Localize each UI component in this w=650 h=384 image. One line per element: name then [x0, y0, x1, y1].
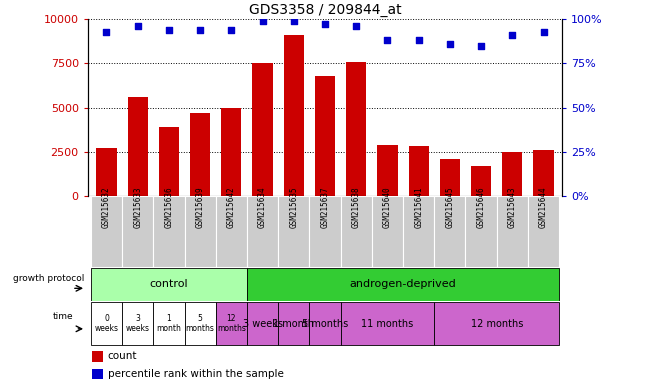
Bar [252, 63, 273, 196]
Point [164, 27, 174, 33]
Bar [439, 159, 460, 196]
Text: 12
months: 12 months [217, 314, 246, 333]
Text: GSM215632: GSM215632 [102, 186, 111, 228]
Bar [528, 196, 559, 267]
Bar [247, 196, 278, 267]
Bar [341, 196, 372, 267]
Bar [283, 35, 304, 196]
Text: GSM215637: GSM215637 [320, 186, 330, 228]
Text: 11 months: 11 months [361, 318, 413, 329]
Bar [216, 196, 247, 267]
Point [382, 37, 393, 43]
Bar [216, 302, 247, 345]
Bar [372, 196, 403, 267]
Text: 0
weeks: 0 weeks [94, 314, 118, 333]
Text: control: control [150, 279, 188, 289]
Text: percentile rank within the sample: percentile rank within the sample [108, 369, 283, 379]
Point [320, 22, 330, 28]
Point [289, 18, 299, 24]
Bar [408, 146, 429, 196]
Text: 1
month: 1 month [157, 314, 181, 333]
Text: GSM215634: GSM215634 [258, 186, 267, 228]
Point [476, 43, 486, 49]
Bar [221, 108, 242, 196]
Text: count: count [108, 351, 137, 361]
Point [507, 32, 517, 38]
Point [538, 28, 549, 35]
Text: GSM215640: GSM215640 [383, 186, 392, 228]
Text: GSM215642: GSM215642 [227, 186, 236, 228]
Title: GDS3358 / 209844_at: GDS3358 / 209844_at [249, 3, 401, 17]
Bar [471, 166, 491, 196]
Bar [278, 302, 309, 345]
Text: 3 weeks: 3 weeks [242, 318, 283, 329]
Text: GSM215639: GSM215639 [196, 186, 205, 228]
Text: GSM215633: GSM215633 [133, 186, 142, 228]
Bar [185, 196, 216, 267]
Bar [309, 196, 341, 267]
Point [351, 23, 361, 29]
Bar [434, 196, 465, 267]
Bar [434, 302, 559, 345]
Bar [91, 196, 122, 267]
Text: GSM215638: GSM215638 [352, 186, 361, 228]
Text: GSM215635: GSM215635 [289, 186, 298, 228]
Point [413, 37, 424, 43]
Text: GSM215645: GSM215645 [445, 186, 454, 228]
Bar [127, 97, 148, 196]
Bar [534, 150, 554, 196]
Bar [278, 196, 309, 267]
Bar [159, 127, 179, 196]
Bar [341, 302, 434, 345]
Point [195, 27, 205, 33]
Text: GSM215643: GSM215643 [508, 186, 517, 228]
Bar [465, 196, 497, 267]
Text: 5
months: 5 months [186, 314, 214, 333]
Bar [96, 148, 116, 196]
Bar [315, 76, 335, 196]
Bar [153, 302, 185, 345]
Text: androgen-deprived: androgen-deprived [350, 279, 456, 289]
Bar [185, 302, 216, 345]
Text: 3
weeks: 3 weeks [125, 314, 150, 333]
Bar [309, 302, 341, 345]
Bar [91, 268, 247, 301]
Bar [247, 268, 559, 301]
Bar [247, 302, 278, 345]
Bar [91, 302, 122, 345]
Text: 1 month: 1 month [273, 318, 315, 329]
Bar [122, 302, 153, 345]
Bar [190, 113, 211, 196]
Bar [377, 145, 398, 196]
Point [226, 27, 237, 33]
Bar [502, 152, 523, 196]
Text: growth protocol: growth protocol [12, 275, 84, 283]
Point [257, 18, 268, 24]
Bar [122, 196, 153, 267]
Text: 12 months: 12 months [471, 318, 523, 329]
Text: 5 months: 5 months [302, 318, 348, 329]
Bar [153, 196, 185, 267]
Point [445, 41, 455, 47]
Bar [497, 196, 528, 267]
Point [101, 28, 112, 35]
Point [133, 23, 143, 29]
Bar [92, 369, 103, 379]
Bar [403, 196, 434, 267]
Text: GSM215646: GSM215646 [476, 186, 486, 228]
Text: GSM215636: GSM215636 [164, 186, 174, 228]
Text: GSM215641: GSM215641 [414, 186, 423, 228]
Text: time: time [53, 313, 73, 321]
Text: GSM215644: GSM215644 [539, 186, 548, 228]
Bar [92, 351, 103, 362]
Bar [346, 61, 367, 196]
